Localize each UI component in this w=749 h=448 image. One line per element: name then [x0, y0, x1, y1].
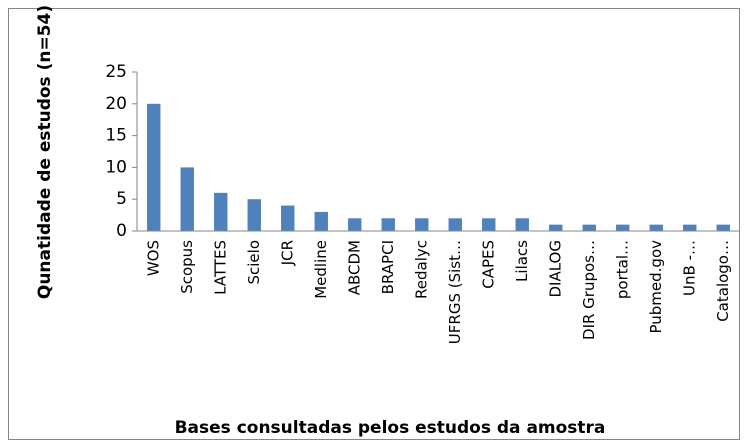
x-tick-label: Scielo — [245, 240, 263, 285]
y-tick-label: 5 — [116, 189, 127, 209]
bar — [649, 224, 663, 231]
bar — [147, 103, 161, 231]
chart-border — [8, 8, 740, 440]
bar — [214, 192, 228, 231]
bar — [482, 218, 496, 231]
x-tick-label: CAPES — [479, 240, 497, 289]
bar — [415, 218, 429, 231]
bar — [348, 218, 362, 231]
x-axis-title: Bases consultadas pelos estudos da amost… — [175, 418, 606, 438]
x-tick-label: JCR — [278, 240, 296, 266]
x-tick-label: LATTES — [211, 240, 229, 295]
bar — [549, 224, 563, 231]
bar — [582, 224, 596, 231]
bar — [716, 224, 730, 231]
x-tick-label: ABCDM — [345, 240, 363, 295]
x-tick-label: DIR Grupos… — [580, 240, 598, 340]
bar — [180, 167, 194, 231]
x-tick-label: Pubmed.gov — [647, 240, 665, 334]
x-tick-label: Medline — [312, 240, 330, 299]
y-tick-label: 10 — [105, 157, 127, 177]
x-tick-label: UnB -… — [680, 240, 698, 296]
x-tick-label: Lilacs — [513, 240, 531, 282]
x-tick-label: WOS — [144, 240, 162, 276]
x-tick-label: Redalyc — [412, 240, 430, 299]
bar — [314, 211, 328, 231]
bar — [683, 224, 697, 231]
x-tick-label: portal… — [613, 240, 631, 299]
bar — [448, 218, 462, 231]
x-tick-label: Catalogo… — [714, 240, 732, 322]
y-tick-label: 25 — [105, 62, 127, 82]
bar — [381, 218, 395, 231]
bar — [616, 224, 630, 231]
y-tick-label: 20 — [105, 94, 127, 114]
x-tick-label: Scopus — [178, 240, 196, 294]
x-tick-label: DIALOG — [546, 240, 564, 298]
bar — [515, 218, 529, 231]
y-axis-title: Qunatidade de estudos (n=54) — [35, 5, 55, 299]
y-tick-label: 0 — [116, 221, 127, 241]
bar — [281, 205, 295, 231]
x-tick-label: BRAPCI — [379, 240, 397, 294]
y-tick-label: 15 — [105, 126, 127, 146]
x-tick-label: UFRGS (Sist… — [446, 240, 464, 344]
bar — [247, 199, 261, 231]
